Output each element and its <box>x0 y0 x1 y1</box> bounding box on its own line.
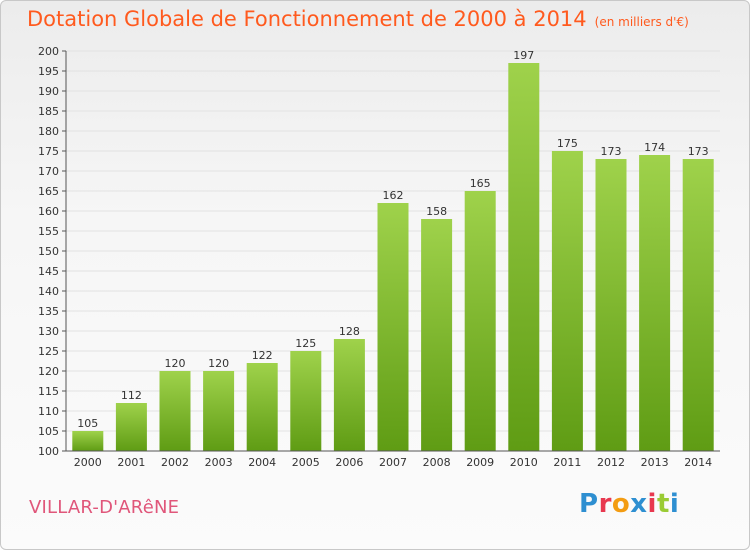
logo-letter: o <box>611 489 631 519</box>
y-tick-label: 170 <box>38 165 59 178</box>
y-tick-label: 105 <box>38 425 59 438</box>
x-tick-label: 2014 <box>684 456 712 469</box>
y-tick-label: 115 <box>38 385 59 398</box>
bar <box>333 339 365 451</box>
unit-note: (en milliers d'€) <box>594 15 689 29</box>
y-tick-label: 165 <box>38 185 59 198</box>
bar <box>595 159 627 451</box>
proxiti-logo: Proxiti <box>579 489 679 519</box>
x-tick-label: 2003 <box>205 456 233 469</box>
y-tick-label: 100 <box>38 445 59 458</box>
bar <box>682 159 714 451</box>
data-label: 165 <box>470 177 491 190</box>
data-label: 128 <box>339 325 360 338</box>
data-label: 175 <box>557 137 578 150</box>
y-tick-label: 145 <box>38 265 59 278</box>
bar <box>72 431 104 451</box>
data-label: 122 <box>252 349 273 362</box>
logo-letter: r <box>598 489 612 519</box>
bar <box>508 63 540 451</box>
y-tick-label: 200 <box>38 45 59 58</box>
x-tick-label: 2005 <box>292 456 320 469</box>
bar <box>203 371 235 451</box>
bar <box>551 151 583 451</box>
x-tick-label: 2010 <box>510 456 538 469</box>
x-tick-label: 2002 <box>161 456 189 469</box>
data-label: 120 <box>165 357 186 370</box>
commune-name: VILLAR-D'ARêNE <box>29 497 180 518</box>
x-tick-label: 2012 <box>597 456 625 469</box>
y-tick-label: 190 <box>38 85 59 98</box>
data-label: 120 <box>208 357 229 370</box>
chart-title-text: Dotation Globale de Fonctionnement de 20… <box>27 7 587 31</box>
x-tick-label: 2004 <box>248 456 276 469</box>
data-label: 174 <box>644 141 665 154</box>
bar <box>159 371 191 451</box>
y-tick-label: 140 <box>38 285 59 298</box>
data-label: 197 <box>513 49 534 62</box>
y-tick-label: 110 <box>38 405 59 418</box>
y-tick-label: 155 <box>38 225 59 238</box>
bar <box>377 203 409 451</box>
data-label: 173 <box>688 145 709 158</box>
bar <box>115 403 147 451</box>
bar <box>464 191 496 451</box>
x-tick-label: 2001 <box>117 456 145 469</box>
chart-title: Dotation Globale de Fonctionnement de 20… <box>27 7 689 31</box>
bar <box>421 219 453 451</box>
x-tick-label: 2000 <box>74 456 102 469</box>
x-tick-label: 2006 <box>335 456 363 469</box>
logo-letter: x <box>630 489 648 519</box>
x-tick-label: 2008 <box>423 456 451 469</box>
x-tick-label: 2009 <box>466 456 494 469</box>
data-label: 112 <box>121 389 142 402</box>
y-tick-label: 195 <box>38 65 59 78</box>
y-tick-label: 175 <box>38 145 59 158</box>
y-tick-label: 180 <box>38 125 59 138</box>
y-tick-label: 120 <box>38 365 59 378</box>
x-tick-label: 2013 <box>641 456 669 469</box>
x-tick-label: 2011 <box>553 456 581 469</box>
y-tick-label: 130 <box>38 325 59 338</box>
data-label: 158 <box>426 205 447 218</box>
data-label: 125 <box>295 337 316 350</box>
logo-letter: t <box>656 489 670 519</box>
x-tick-label: 2007 <box>379 456 407 469</box>
logo-letter: i <box>647 489 657 519</box>
y-tick-label: 160 <box>38 205 59 218</box>
data-label: 173 <box>601 145 622 158</box>
bar <box>290 351 322 451</box>
bar <box>246 363 278 451</box>
y-tick-label: 150 <box>38 245 59 258</box>
bar <box>639 155 671 451</box>
y-tick-label: 185 <box>38 105 59 118</box>
data-label: 162 <box>383 189 404 202</box>
y-tick-label: 125 <box>38 345 59 358</box>
logo-letter: P <box>579 489 599 519</box>
y-tick-label: 135 <box>38 305 59 318</box>
logo-letter: i <box>669 489 680 519</box>
data-label: 105 <box>77 417 98 430</box>
